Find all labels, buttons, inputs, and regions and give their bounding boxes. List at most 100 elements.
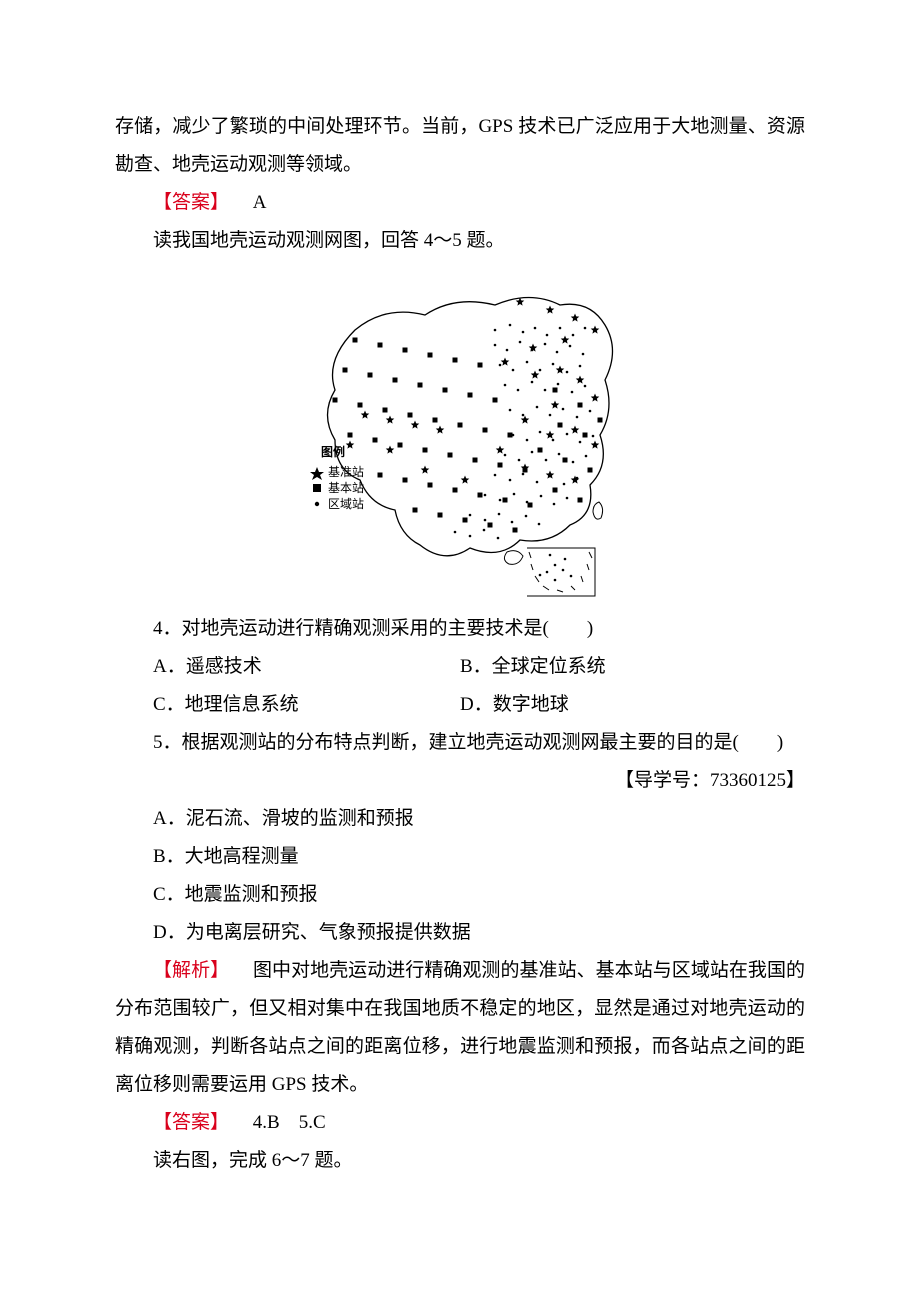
china-map-svg: 图例 基准站 基本站 区域站 [295,270,625,600]
regional-station-icon [531,381,534,384]
benchmark-station-icon [591,394,600,402]
scs-box [527,548,595,596]
regional-station-icon [538,523,541,526]
basic-station-icon [498,463,503,468]
benchmark-station-icon [346,441,355,449]
q4-row2: C．地理信息系统 D．数字地球 [115,686,805,724]
benchmark-station-icon [521,416,530,424]
analysis-4-5: 【解析】 图中对地壳运动进行精确观测的基准站、基本站与区域站在我国的分布范围较广… [115,952,805,1104]
benchmark-station-icon [591,326,600,334]
basic-station-icon [523,468,528,473]
legend-square-label: 基本站 [328,481,364,495]
benchmark-station-icon [556,366,565,374]
regional-station-icon [584,385,587,388]
regional-station-icon [576,416,579,419]
regional-station-icon [518,459,521,462]
q4-paren: ( ) [543,618,594,639]
hainan-outline [504,551,523,565]
q4-text: 对地壳运动进行精确观测采用的主要技术是 [182,618,543,639]
benchmark-station-icon [386,416,395,424]
regional-station-icon [484,494,487,497]
regional-station-icon [554,579,557,582]
basic-station-icon [413,508,418,513]
regional-station-icon [498,513,501,516]
basic-station-icon [478,493,483,498]
regional-station-icon [554,564,557,567]
legend-row-square: 基本站 [313,481,364,495]
regional-station-icon [483,529,486,532]
regional-station-icon [526,361,529,364]
benchmark-station-icon [546,431,555,439]
regional-station-icon [562,408,565,411]
regional-station-icon [558,453,561,456]
regional-station-icon [509,324,512,327]
regional-station-icon [469,535,472,538]
q5-optB: B．大地高程测量 [115,838,805,876]
q4-optB: B．全球定位系统 [460,648,805,686]
answer-3-value-text: A [253,192,267,213]
basic-station-icon [453,488,458,493]
q5-text: 根据观测站的分布特点判断，建立地壳运动观测网最主要的目的是 [182,732,733,753]
lead-4-5: 读我国地壳运动观测网图，回答 4～5 题。 [115,222,805,260]
regional-station-icon [546,334,549,337]
benchmark-station-icon [546,471,555,479]
map-box: 图例 基准站 基本站 区域站 [295,270,625,600]
basic-station-icon [428,483,433,488]
q4-row1: A．遥感技术 B．全球定位系统 [115,648,805,686]
q5-optC: C．地震监测和预报 [115,876,805,914]
benchmark-station-icon [546,306,555,314]
regional-station-icon [494,474,497,477]
regional-station-icon [592,435,595,438]
regional-station-icon [512,434,515,437]
dots-group [454,324,595,582]
basic-station-icon [333,398,338,403]
basic-station-icon [493,398,498,403]
basic-station-icon [428,353,433,358]
regional-station-icon [549,414,552,417]
taiwan-outline [593,502,603,519]
basic-station-icon [353,338,358,343]
regional-station-icon [519,341,522,344]
legend-title: 图例 [321,444,345,459]
scs-dash [529,552,592,592]
basic-station-icon [378,343,383,348]
regional-station-icon [534,327,537,330]
basic-station-icon [373,438,378,443]
basic-station-icon [343,368,348,373]
regional-station-icon [582,353,585,356]
q4-optD: D．数字地球 [460,686,805,724]
regional-station-icon [569,345,572,348]
basic-station-icon [478,363,483,368]
benchmark-station-icon [561,336,570,344]
regional-station-icon [526,501,529,504]
benchmark-station-icon [571,426,580,434]
benchmark-station-icon [551,401,560,409]
q5-num: 5． [153,732,182,753]
regional-station-icon [556,351,559,354]
basic-station-icon [398,443,403,448]
regional-station-icon [499,364,502,367]
benchmark-station-icon [461,476,470,484]
china-outline [328,298,613,556]
q5-ref: 【导学号：73360125】 [115,762,805,800]
regional-station-icon [570,575,573,578]
map-legend: 图例 基准站 基本站 区域站 [310,444,364,511]
q5-optA: A．泥石流、滑坡的监测和预报 [115,800,805,838]
benchmark-station-icon [496,446,505,454]
regional-station-icon [522,414,525,417]
basic-station-icon [578,498,583,503]
benchmark-station-icon [411,421,420,429]
regional-station-icon [549,554,552,557]
regional-station-icon [584,327,587,330]
basic-station-icon [403,348,408,353]
benchmark-station-icon [361,411,370,419]
basic-station-icon [443,388,448,393]
basic-station-icon [358,403,363,408]
analysis-label: 【解析】 [153,960,229,981]
regional-station-icon [563,483,566,486]
regional-station-icon [540,495,543,498]
answer-4-5: 【答案】 4.B 5.C [115,1104,805,1142]
regional-station-icon [531,349,534,352]
benchmark-station-icon [571,476,580,484]
regional-station-icon [552,439,555,442]
